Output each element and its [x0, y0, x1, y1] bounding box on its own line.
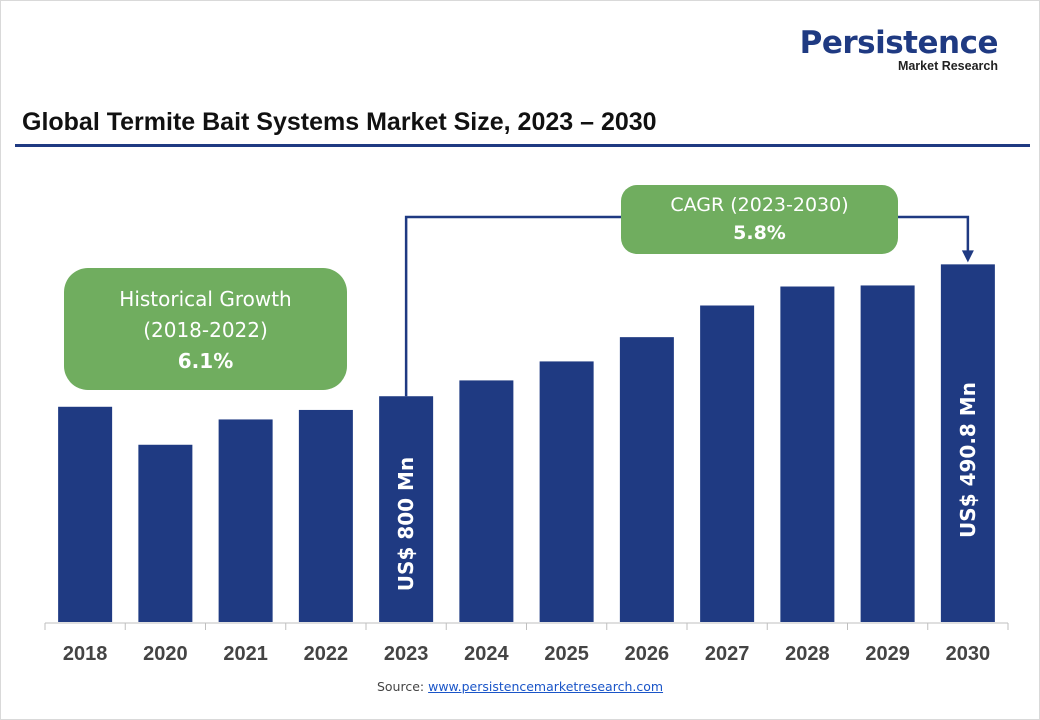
x-tick-label-2030: 2030	[946, 643, 991, 665]
bar-2028	[780, 286, 835, 622]
x-tick-label-2025: 2025	[544, 643, 589, 665]
bar-2026	[619, 337, 674, 622]
x-tick-label-2027: 2027	[705, 643, 750, 665]
x-tick-label-2018: 2018	[63, 643, 108, 665]
historical-growth-value: 6.1%	[177, 349, 234, 373]
bar-2029	[860, 285, 915, 622]
historical-growth-label: Historical Growth	[119, 287, 292, 311]
bar-2023	[379, 396, 434, 622]
brand-logo: Persistence Market Research	[799, 25, 999, 73]
bar-2020	[138, 444, 193, 622]
bar-value-label-2030: US$ 490.8 Mn	[956, 382, 980, 538]
x-tick-label-2026: 2026	[625, 643, 670, 665]
x-tick-label-2022: 2022	[304, 643, 349, 665]
x-tick-label-2021: 2021	[223, 643, 268, 665]
bar-2030	[940, 264, 995, 622]
source-label: Source:	[376, 679, 425, 694]
x-tick-label-2024: 2024	[464, 643, 509, 665]
cagr-callout: CAGR (2023-2030) 5.8%	[621, 185, 898, 254]
bar-2025	[539, 361, 594, 622]
chart-title: Global Termite Bait Systems Market Size,…	[22, 108, 657, 136]
brand-name: Persistence	[799, 25, 999, 61]
cagr-arrowhead	[961, 250, 974, 263]
bar-2022	[298, 409, 353, 622]
bar-2021	[218, 419, 273, 622]
cagr-label: CAGR (2023-2030)	[670, 194, 849, 216]
x-tick-label-2023: 2023	[384, 643, 429, 665]
source-link[interactable]: www.persistencemarketresearch.com	[428, 679, 664, 694]
bar-2018	[58, 406, 113, 622]
bar-2024	[459, 380, 514, 622]
x-tick-label-2028: 2028	[785, 643, 830, 665]
brand-subtitle: Market Research	[897, 59, 998, 73]
source-line: Source: www.persistencemarketresearch.co…	[0, 679, 1040, 694]
x-tick-label-2029: 2029	[865, 643, 910, 665]
x-tick-label-2020: 2020	[143, 643, 188, 665]
historical-growth-callout: Historical Growth (2018-2022) 6.1%	[64, 268, 347, 390]
bar-value-label-2023: US$ 800 Mn	[394, 457, 418, 591]
title-underline	[15, 144, 1030, 147]
historical-growth-period: (2018-2022)	[143, 318, 268, 342]
bar-2027	[700, 305, 755, 622]
cagr-value: 5.8%	[733, 222, 786, 244]
